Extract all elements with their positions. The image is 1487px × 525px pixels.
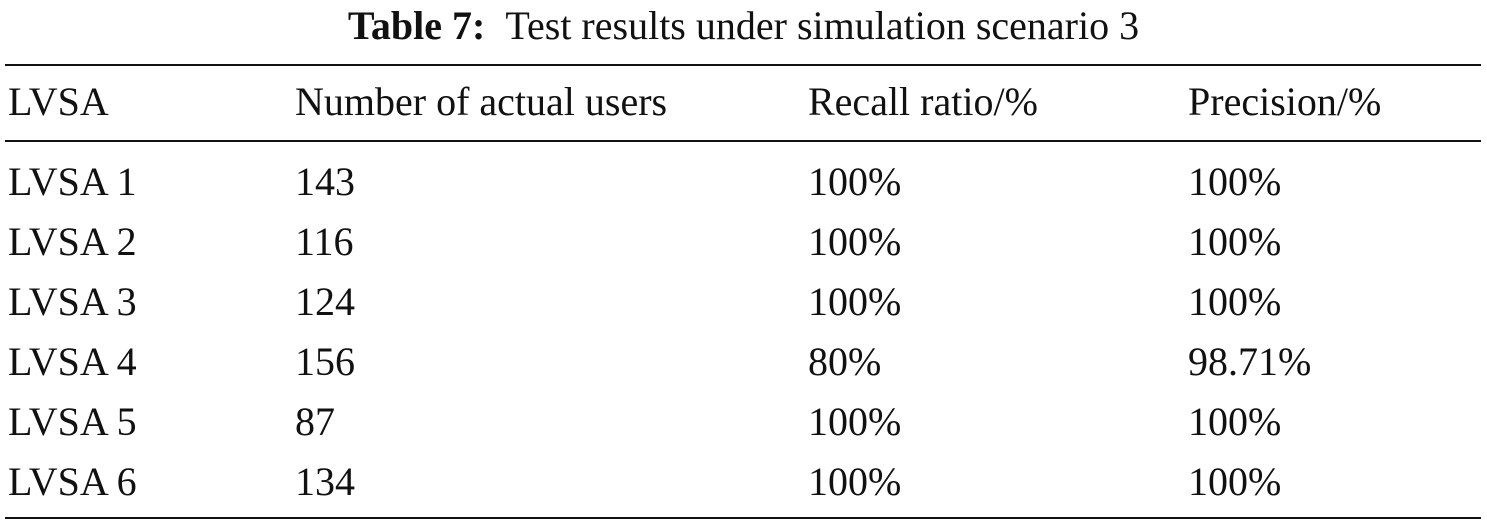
- table-cell: LVSA 5: [8, 399, 137, 444]
- table-header-cell: Recall ratio/%: [808, 79, 1038, 124]
- table-cell: LVSA 4: [8, 339, 137, 384]
- table-cell: LVSA 1: [8, 159, 137, 204]
- table-cell: 134: [295, 459, 355, 504]
- table-header-rule: [5, 140, 1481, 142]
- table-cell: 100%: [808, 219, 902, 264]
- table-cell: 98.71%: [1188, 339, 1312, 384]
- table-cell: LVSA 6: [8, 459, 137, 504]
- table-cell: 87: [295, 399, 335, 444]
- table-header-cell: LVSA: [8, 79, 109, 124]
- table-cell: 124: [295, 279, 355, 324]
- table-cell: LVSA 2: [8, 219, 137, 264]
- table-caption: Table 7: Test results under simulation s…: [0, 0, 1487, 62]
- table-cell: 100%: [1188, 159, 1282, 204]
- table-cell: 100%: [1188, 219, 1282, 264]
- table-cell: 116: [295, 219, 354, 264]
- table-cell: 100%: [1188, 459, 1282, 504]
- table-caption-text: Test results under simulation scenario 3: [505, 3, 1140, 48]
- table-cell: 100%: [1188, 399, 1282, 444]
- table-cell: 143: [295, 159, 355, 204]
- table-cell: LVSA 3: [8, 279, 137, 324]
- table-top-rule: [5, 64, 1481, 66]
- table-bottom-rule: [5, 517, 1481, 519]
- table-cell: 100%: [808, 159, 902, 204]
- table-cell: 100%: [1188, 279, 1282, 324]
- table-caption-label: Table 7:: [347, 3, 486, 48]
- table-cell: 100%: [808, 459, 902, 504]
- table-cell: 80%: [808, 339, 882, 384]
- table-cell: 156: [295, 339, 355, 384]
- table-cell: 100%: [808, 399, 902, 444]
- table-header-cell: Precision/%: [1188, 79, 1382, 124]
- table-cell: 100%: [808, 279, 902, 324]
- table-header-cell: Number of actual users: [295, 79, 668, 124]
